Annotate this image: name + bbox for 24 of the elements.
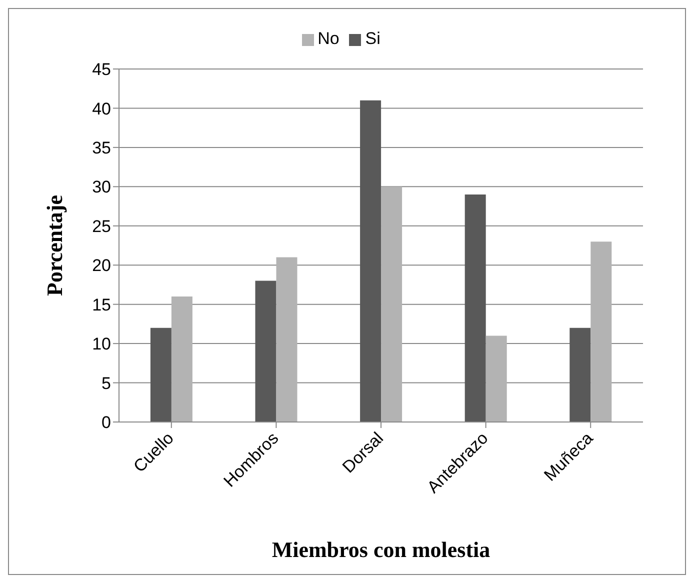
y-axis-title: Porcentaje [42,194,67,296]
legend-label: Si [365,29,380,48]
y-tick-label: 20 [92,256,111,276]
y-tick-label: 15 [92,295,111,314]
bar [486,336,507,422]
bar [171,296,192,422]
bar [150,328,172,422]
y-tick-label: 10 [92,334,111,354]
y-tick-label: 35 [92,138,111,158]
y-tick-label: 25 [92,216,111,236]
bar [590,242,612,422]
y-tick-label: 30 [92,178,111,197]
x-axis-title: Miembros con molestia [272,537,490,562]
y-tick-label: 45 [92,60,111,80]
bar [360,100,382,422]
bar [255,280,276,422]
legend-label: No [318,29,340,48]
y-tick-label: 0 [102,413,111,432]
bar [276,257,298,422]
y-tick-label: 40 [92,99,111,118]
y-tick-label: 5 [102,374,111,393]
bar [381,186,402,422]
bar [570,328,591,422]
bar [464,194,486,422]
